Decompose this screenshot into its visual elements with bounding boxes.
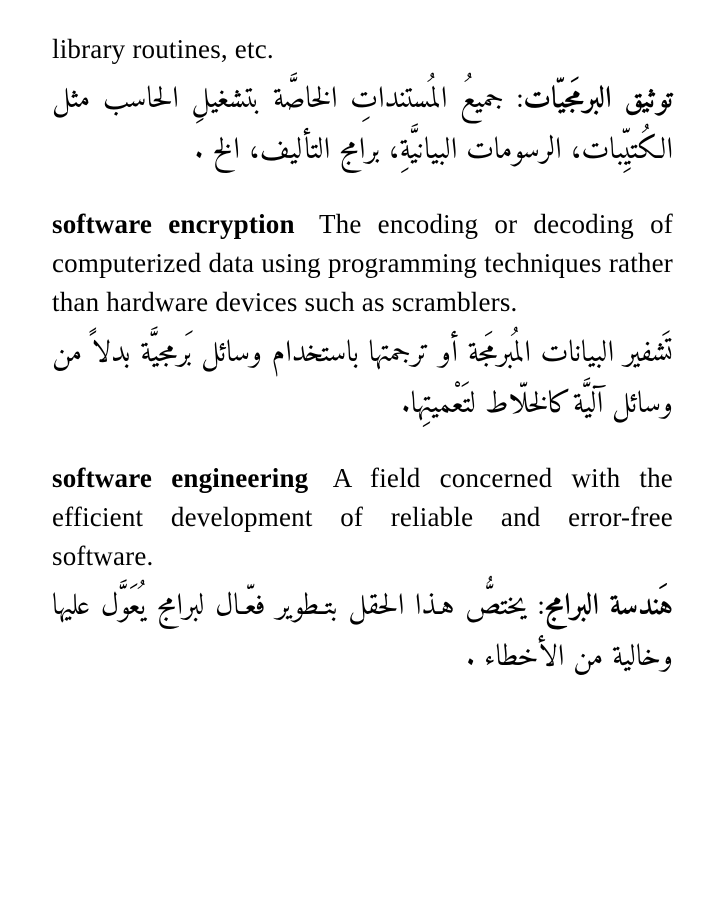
dictionary-page: library routines, etc. توثيق البرمَجيّات… [0,0,725,900]
english-definition: library routines, etc. [52,34,274,64]
english-block: software encryptionThe encoding or decod… [52,205,673,322]
english-block: library routines, etc. [52,30,673,69]
arabic-block: توثيق البرمَجيّات: جميعُ المُستنداتِ الخ… [52,75,673,177]
arabic-block: تَشفير البيانات المُبرمَجة أو ترجمتها با… [52,329,673,431]
arabic-block: هَندسة البرامج: يختصُّ هـذا الحقل بتـطوي… [52,582,673,684]
english-block: software engineeringA field concerned wi… [52,459,673,576]
entry-software-encryption: software encryptionThe encoding or decod… [52,205,673,430]
entry-software-engineering: software engineeringA field concerned wi… [52,459,673,684]
arabic-term: هَندسة البرامج [544,581,673,634]
entry-software-documentation: library routines, etc. توثيق البرمَجيّات… [52,30,673,177]
english-term: software engineering [52,463,308,493]
arabic-term: توثيق البرمَجيّات [523,74,673,127]
english-term: software encryption [52,209,295,239]
arabic-definition: تَشفير البيانات المُبرمَجة أو ترجمتها با… [52,328,673,432]
